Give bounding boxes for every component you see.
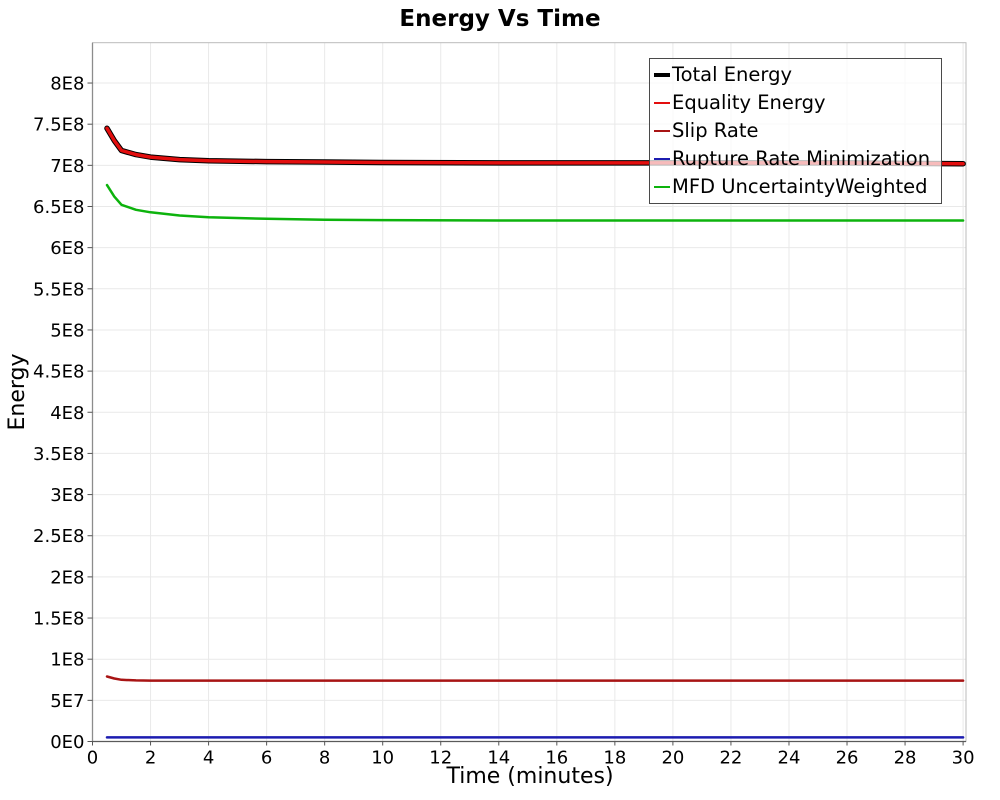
y-tick-label: 7E8 [50,156,84,177]
y-tick-label: 7.5E8 [33,115,84,136]
tick-label-layer: 0 2 4 6 8 10 12 14 16 18 20 22 24 26 28 300E05E71E81.5E… [33,74,975,769]
y-tick-label: 1E8 [50,650,84,671]
legend-line-swatch-icon [654,130,670,132]
x-tick-label: 2 [145,748,156,769]
x-tick-label: 6 [261,748,272,769]
y-axis-label: Energy [5,353,30,430]
x-tick-label: 18 [603,748,626,769]
legend-label: Total Energy [672,63,793,87]
x-axis-label: Time (minutes) [445,764,613,789]
legend-line-swatch-icon [654,73,670,77]
y-tick-label: 5E7 [50,691,84,712]
x-tick-label: 14 [487,748,510,769]
series-line-mfd-uncertaintyweighted [105,183,965,222]
y-tick-label: 2E8 [50,567,84,588]
legend: Total Energy Equality Energy Slip Rate Rupt… [649,58,942,204]
y-tick-label: 3.5E8 [33,444,84,465]
x-tick-label: 24 [778,748,801,769]
legend-label: Rupture Rate Minimization [672,147,931,171]
axis-layer [87,42,967,746]
y-tick-label: 6.5E8 [33,197,84,218]
x-tick-label: 8 [319,748,330,769]
legend-line-swatch-icon [654,186,670,188]
x-tick-label: 0 [87,748,98,769]
y-tick-label: 5.5E8 [33,279,84,300]
y-tick-label: 2.5E8 [33,526,84,547]
y-tick-label: 3E8 [50,485,84,506]
x-tick-label: 12 [429,748,452,769]
legend-item-equality-energy: Equality Energy [654,89,935,117]
legend-label: Equality Energy [672,91,826,115]
x-tick-label: 22 [719,748,742,769]
y-tick-label: 4.5E8 [33,362,84,383]
legend-line-swatch-icon [654,102,670,104]
y-tick-label: 1.5E8 [33,609,84,630]
x-tick-label: 16 [545,748,568,769]
legend-item-slip-rate: Slip Rate [654,117,935,145]
x-tick-label: 26 [836,748,859,769]
x-tick-label: 20 [661,748,684,769]
legend-label: MFD UncertaintyWeighted [672,175,928,199]
x-tick-label: 10 [371,748,394,769]
series-line-slip-rate [105,675,965,682]
y-tick-label: 0E0 [50,732,84,753]
legend-item-rupture-rate-minimization: Rupture Rate Minimization [654,145,935,173]
legend-item-total-energy: Total Energy [654,61,935,89]
y-tick-label: 8E8 [50,74,84,95]
x-tick-label: 30 [952,748,975,769]
series-layer [104,125,966,739]
chart-title: Energy Vs Time [399,6,600,32]
y-tick-label: 6E8 [50,238,84,259]
y-tick-label: 4E8 [50,403,84,424]
x-tick-label: 4 [203,748,214,769]
y-tick-label: 5E8 [50,320,84,341]
legend-line-swatch-icon [654,158,670,160]
legend-label: Slip Rate [672,119,759,143]
x-tick-label: 28 [894,748,917,769]
legend-item-mfd-uncertaintyweighted: MFD UncertaintyWeighted [654,173,935,201]
